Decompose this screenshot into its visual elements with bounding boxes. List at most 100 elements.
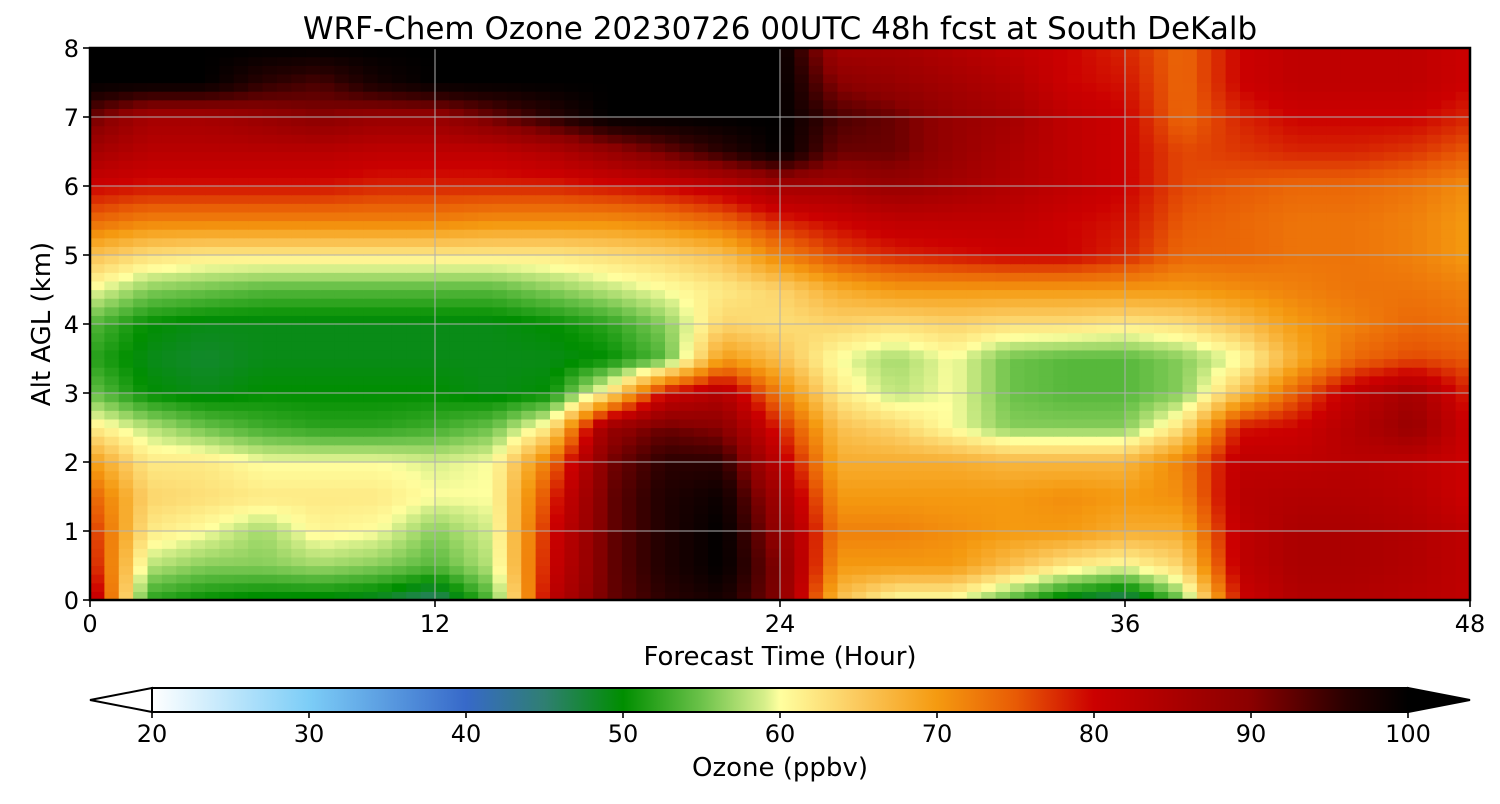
heatmap-cell <box>1254 401 1270 411</box>
heatmap-cell <box>1254 591 1270 600</box>
heatmap-cell <box>564 280 580 291</box>
heatmap-cell <box>736 436 752 446</box>
heatmap-cell <box>1268 444 1284 454</box>
heatmap-cell <box>262 436 278 446</box>
heatmap-cell <box>1038 513 1054 523</box>
heatmap-cell <box>377 531 393 541</box>
heatmap-cell <box>133 470 149 480</box>
heatmap-cell <box>104 574 120 584</box>
heatmap-cell <box>219 341 235 351</box>
heatmap-cell <box>391 393 407 403</box>
heatmap-cell <box>722 401 738 411</box>
heatmap-cell <box>1182 332 1198 342</box>
heatmap-cell <box>492 393 508 403</box>
heatmap-cell <box>1326 298 1342 308</box>
heatmap-cell <box>118 246 134 256</box>
heatmap-cell <box>966 548 982 558</box>
heatmap-cell <box>794 556 810 567</box>
heatmap-cell <box>1225 487 1241 498</box>
heatmap-cell <box>391 246 407 256</box>
heatmap-cell <box>1340 177 1356 187</box>
heatmap-cell <box>391 280 407 291</box>
heatmap-cell <box>665 151 680 161</box>
heatmap-cell <box>118 263 134 273</box>
heatmap-cell <box>650 220 666 230</box>
heatmap-cell <box>420 556 436 567</box>
heatmap-cell <box>851 306 867 316</box>
heatmap-cell <box>463 522 479 532</box>
heatmap-cell <box>449 211 465 222</box>
heatmap-cell <box>995 375 1011 385</box>
heatmap-cell <box>636 582 652 592</box>
heatmap-cell <box>1081 237 1097 247</box>
heatmap-cell <box>1398 548 1414 558</box>
heatmap-cell <box>248 289 264 299</box>
heatmap-cell <box>952 393 968 403</box>
heatmap-cell <box>1412 487 1428 498</box>
heatmap-cell <box>880 487 896 498</box>
heatmap-cell <box>665 349 680 360</box>
heatmap-cell <box>205 418 220 429</box>
heatmap-cell <box>679 548 695 558</box>
heatmap-cell <box>751 444 767 454</box>
heatmap-cell <box>463 539 479 549</box>
heatmap-cell <box>348 203 364 213</box>
heatmap-cell <box>1268 556 1284 567</box>
heatmap-cell <box>233 211 249 222</box>
heatmap-cell <box>205 194 220 204</box>
heatmap-cell <box>506 470 522 480</box>
heatmap-cell <box>1125 505 1140 515</box>
heatmap-cell <box>435 280 450 291</box>
heatmap-cell <box>248 246 264 256</box>
heatmap-cell <box>1426 358 1442 368</box>
heatmap-cell <box>492 522 508 532</box>
heatmap-cell <box>1024 470 1040 480</box>
heatmap-cell <box>665 470 680 480</box>
heatmap-cell <box>449 591 465 600</box>
heatmap-cell <box>995 237 1011 247</box>
heatmap-cell <box>1196 367 1212 377</box>
heatmap-cell <box>880 177 896 187</box>
heatmap-cell <box>449 298 465 308</box>
heatmap-cell <box>233 341 249 351</box>
heatmap-cell <box>1398 531 1414 541</box>
heatmap-cell <box>736 177 752 187</box>
heatmap-cell <box>621 444 637 454</box>
heatmap-cell <box>1369 186 1385 196</box>
heatmap-cell <box>118 255 134 265</box>
heatmap-cell <box>305 531 321 541</box>
heatmap-cell <box>851 315 867 325</box>
heatmap-cell <box>550 151 565 161</box>
heatmap-cell <box>133 160 149 170</box>
heatmap-cell <box>320 332 335 342</box>
heatmap-cell <box>535 574 551 584</box>
heatmap-cell <box>248 229 264 239</box>
heatmap-cell <box>736 211 752 222</box>
heatmap-cell <box>1053 505 1069 515</box>
heatmap-cell <box>90 358 105 368</box>
heatmap-cell <box>1412 401 1428 411</box>
heatmap-cell <box>406 384 422 394</box>
heatmap-cell <box>248 177 264 187</box>
heatmap-cell <box>535 177 551 187</box>
heatmap-cell <box>1182 487 1198 498</box>
heatmap-cell <box>463 263 479 273</box>
heatmap-cell <box>1355 410 1370 420</box>
heatmap-cell <box>262 479 278 489</box>
heatmap-cell <box>794 367 810 377</box>
heatmap-cell <box>780 306 795 316</box>
heatmap-cell <box>133 436 149 446</box>
heatmap-cell <box>1283 272 1299 282</box>
heatmap-cell <box>90 186 105 196</box>
heatmap-cell <box>708 556 724 567</box>
heatmap-cell <box>90 367 105 377</box>
heatmap-cell <box>435 591 450 600</box>
heatmap-cell <box>391 375 407 385</box>
heatmap-cell <box>176 548 192 558</box>
heatmap-cell <box>1426 177 1442 187</box>
heatmap-cell <box>478 186 494 196</box>
heatmap-cell <box>636 315 652 325</box>
heatmap-cell <box>147 203 163 213</box>
heatmap-cell <box>923 194 939 204</box>
heatmap-cell <box>866 531 882 541</box>
